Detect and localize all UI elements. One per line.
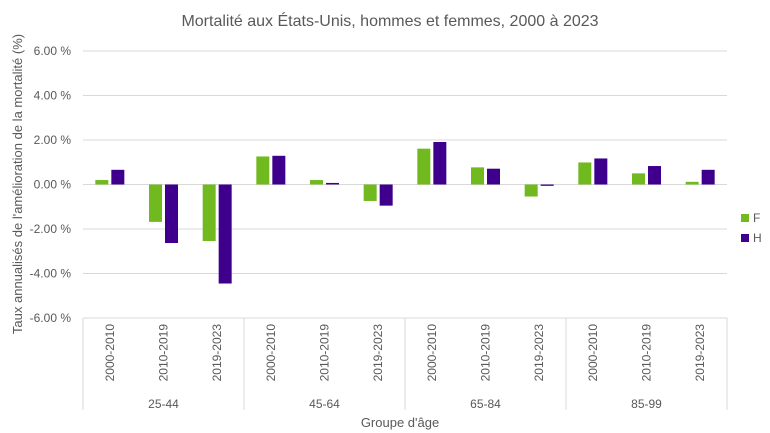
bar-H-10 (648, 166, 661, 185)
y-tick-label: 2.00 % (34, 133, 72, 147)
group-label: 65-84 (470, 397, 501, 411)
chart-title: Mortalité aux États-Unis, hommes et femm… (181, 11, 598, 30)
bar-F-9 (578, 162, 592, 185)
bar-F-11 (685, 181, 699, 185)
group-label: 45-64 (309, 397, 340, 411)
bar-F-2 (202, 184, 216, 242)
y-tick-label: -6.00 % (30, 311, 72, 325)
bar-H-5 (379, 184, 393, 206)
bar-F-7 (471, 167, 484, 185)
bar-H-1 (165, 184, 178, 244)
legend-swatch-F (741, 214, 749, 222)
y-tick-label: 4.00 % (34, 89, 72, 103)
bar-F-4 (310, 180, 323, 185)
x-tick-label: 2019-2023 (210, 324, 224, 382)
bar-F-6 (417, 148, 431, 185)
bar-F-1 (149, 184, 162, 222)
y-tick-label: -4.00 % (30, 267, 72, 281)
bar-H-9 (594, 158, 608, 185)
x-tick-label: 2010-2019 (318, 324, 332, 382)
x-tick-label: 2019-2023 (693, 324, 707, 382)
x-tick-label: 2019-2023 (532, 324, 546, 382)
bar-H-0 (111, 169, 125, 185)
group-label: 85-99 (631, 397, 662, 411)
bar-H-8 (540, 184, 554, 186)
bar-H-4 (326, 182, 339, 185)
bar-F-3 (256, 156, 270, 185)
bar-H-6 (433, 142, 447, 185)
x-tick-label: 2010-2019 (640, 324, 654, 382)
bar-H-7 (487, 168, 500, 185)
bar-H-3 (272, 155, 286, 185)
group-label: 25-44 (148, 397, 179, 411)
bar-H-11 (701, 169, 715, 185)
y-tick-label: 6.00 % (34, 44, 72, 58)
legend-label-F: F (753, 211, 760, 225)
y-axis-label: Taux annualisés de l'amélioration de la … (10, 34, 25, 334)
bar-F-5 (363, 184, 377, 201)
legend-label-H: H (753, 231, 762, 245)
x-tick-label: 2000-2010 (264, 324, 278, 382)
y-tick-label: -2.00 % (30, 222, 72, 236)
x-axis-label: Groupe d'âge (361, 415, 439, 430)
x-tick-label: 2010-2019 (157, 324, 171, 382)
x-tick-label: 2010-2019 (479, 324, 493, 382)
x-tick-label: 2019-2023 (371, 324, 385, 382)
x-tick-label: 2000-2010 (425, 324, 439, 382)
x-tick-label: 2000-2010 (586, 324, 600, 382)
bar-F-8 (524, 184, 538, 197)
legend-swatch-H (741, 234, 749, 242)
y-tick-label: 0.00 % (34, 178, 72, 192)
bar-F-10 (632, 173, 645, 185)
bar-H-2 (218, 184, 232, 284)
x-tick-label: 2000-2010 (103, 324, 117, 382)
bar-F-0 (95, 180, 109, 185)
